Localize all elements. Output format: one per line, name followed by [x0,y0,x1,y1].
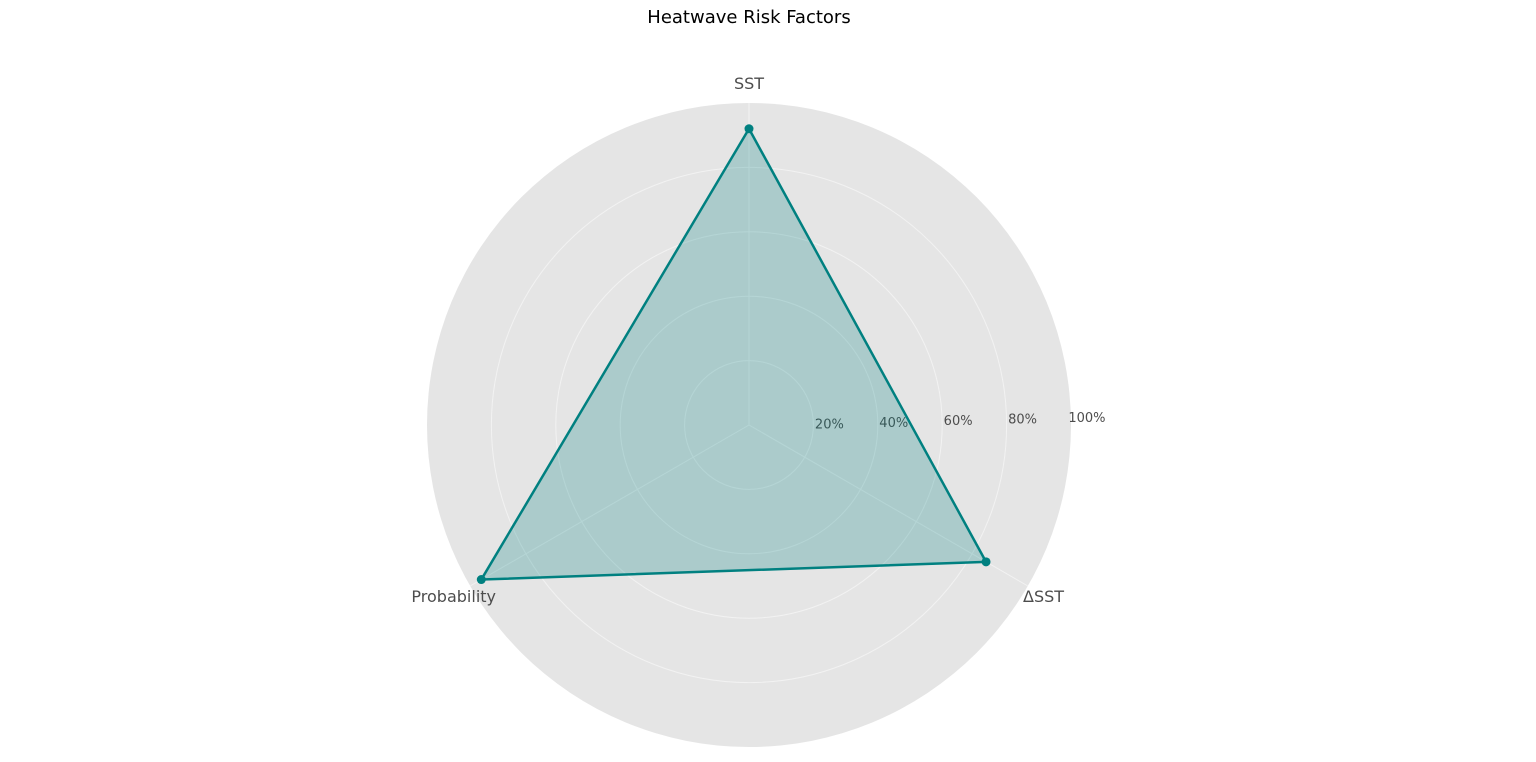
radial-tick-label: 40% [879,416,908,431]
spoke-2 [469,424,750,587]
chart-title: Heatwave Risk Factors [647,7,851,28]
series-layer [476,124,991,585]
data-point-probability [476,575,486,585]
axis-label-1: ΔSST [1023,587,1064,606]
data-point-δsst [981,557,991,567]
radial-tick-label: 80% [1008,413,1037,428]
series-area [481,128,987,580]
radial-tick-label: 60% [944,414,973,429]
radial-tick-label: 100% [1068,411,1105,426]
radial-tick-label: 20% [815,417,844,432]
axis-labels: SST ΔSST Probability [411,74,1064,606]
series-line [480,127,988,581]
data-point-sst [744,124,754,134]
spoke-1 [748,424,1029,587]
axis-label-0: SST [734,74,764,93]
axis-spokes [469,103,1029,587]
axis-label-2: Probability [411,587,496,606]
radial-tick-labels: 20% 40% 60% 80% 100% [815,411,1106,432]
